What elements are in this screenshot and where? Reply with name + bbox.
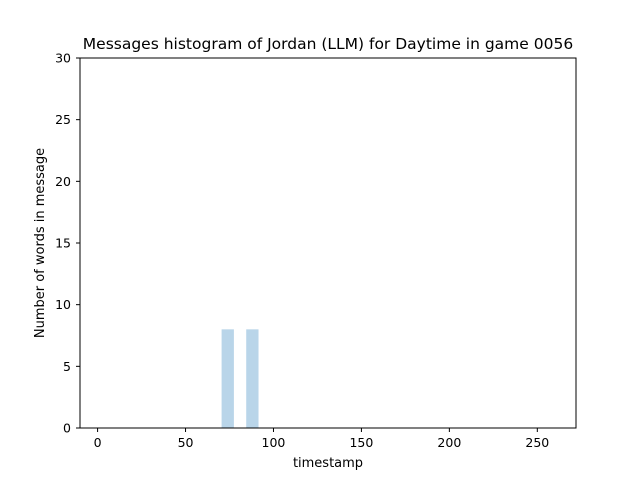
x-tick-label-1: 50	[178, 435, 194, 450]
y-tick-label-4: 20	[55, 174, 71, 189]
x-tick-label-3: 150	[349, 435, 373, 450]
y-tick-label-5: 25	[55, 112, 71, 127]
x-axis-label: timestamp	[293, 456, 363, 471]
y-tick-label-0: 0	[63, 421, 71, 436]
chart-title: Messages histogram of Jordan (LLM) for D…	[83, 35, 573, 53]
plot-frame	[79, 57, 577, 429]
y-tick-label-6: 30	[55, 51, 71, 66]
x-tick-label-5: 250	[525, 435, 549, 450]
x-axis-ticks: 0 50 100 150 200 250	[94, 428, 549, 450]
x-tick-label-4: 200	[437, 435, 461, 450]
y-axis-label: Number of words in message	[33, 148, 48, 338]
y-tick-label-1: 5	[63, 359, 71, 374]
x-tick-label-2: 100	[262, 435, 286, 450]
x-tick-label-0: 0	[94, 435, 102, 450]
bar-1	[246, 329, 259, 428]
bar-0	[221, 329, 234, 428]
y-axis-ticks: 0 5 10 15 20 25 30	[55, 51, 80, 436]
y-tick-label-2: 10	[55, 297, 71, 312]
bars-layer	[221, 329, 259, 428]
y-tick-label-3: 15	[55, 236, 71, 251]
